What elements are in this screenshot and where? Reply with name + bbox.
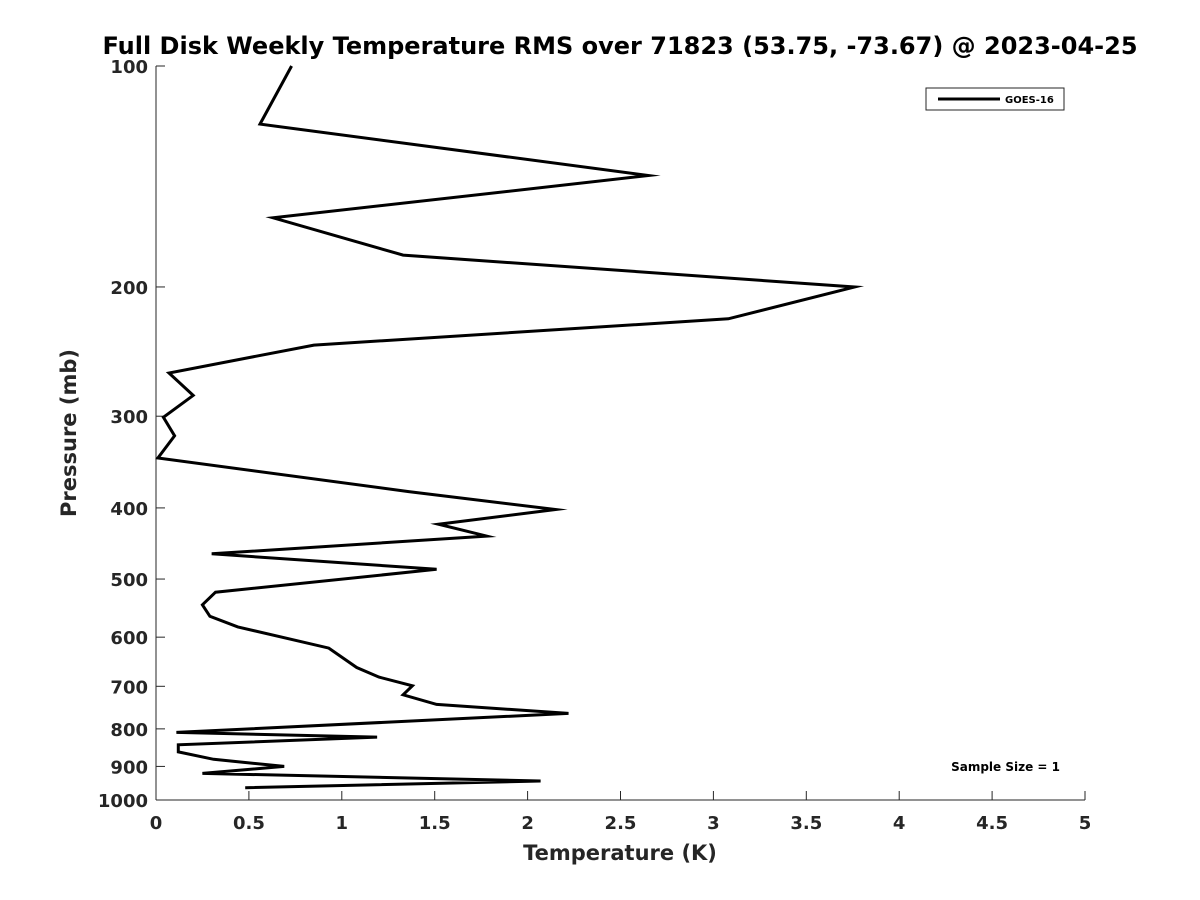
y-tick-label: 900 [110,757,148,778]
y-tick-label: 400 [110,499,148,520]
x-axis: 0 0.5 1 1.5 2 2.5 3 3.5 4 4.5 5 [150,791,1092,834]
y-tick-label: 1000 [98,791,148,812]
y-tick-label: 500 [110,570,148,591]
y-tick-label: 700 [110,677,148,698]
legend: GOES-16 [925,87,1065,111]
x-tick-label: 0.5 [233,813,265,834]
series-layer [155,65,865,790]
y-tick-label: 600 [110,628,148,649]
x-tick-label: 3.5 [790,813,822,834]
x-tick-label: 5 [1079,813,1092,834]
y-axis-label: Pressure (mb) [57,349,81,517]
y-tick-label: 100 [110,57,148,78]
x-tick-label: 1.5 [419,813,451,834]
x-axis-label: Temperature (K) [523,841,717,865]
y-tick-label: 800 [110,720,148,741]
y-tick-label: 200 [110,278,148,299]
x-tick-label: 4.5 [976,813,1008,834]
x-tick-label: 2.5 [605,813,637,834]
x-tick-label: 4 [893,813,906,834]
y-axis: 100 200 300 400 500 600 700 800 900 1000 [98,57,165,812]
chart-title: Full Disk Weekly Temperature RMS over 71… [102,32,1137,60]
series-line-goes-16 [155,65,865,790]
sample-size-annotation: Sample Size = 1 [951,760,1060,774]
x-tick-label: 2 [521,813,534,834]
legend-label-goes-16: GOES-16 [1005,95,1054,106]
x-tick-label: 0 [150,813,163,834]
x-tick-label: 1 [336,813,349,834]
y-tick-label: 300 [110,407,148,428]
x-tick-label: 3 [707,813,720,834]
plot-frame [155,66,1085,801]
